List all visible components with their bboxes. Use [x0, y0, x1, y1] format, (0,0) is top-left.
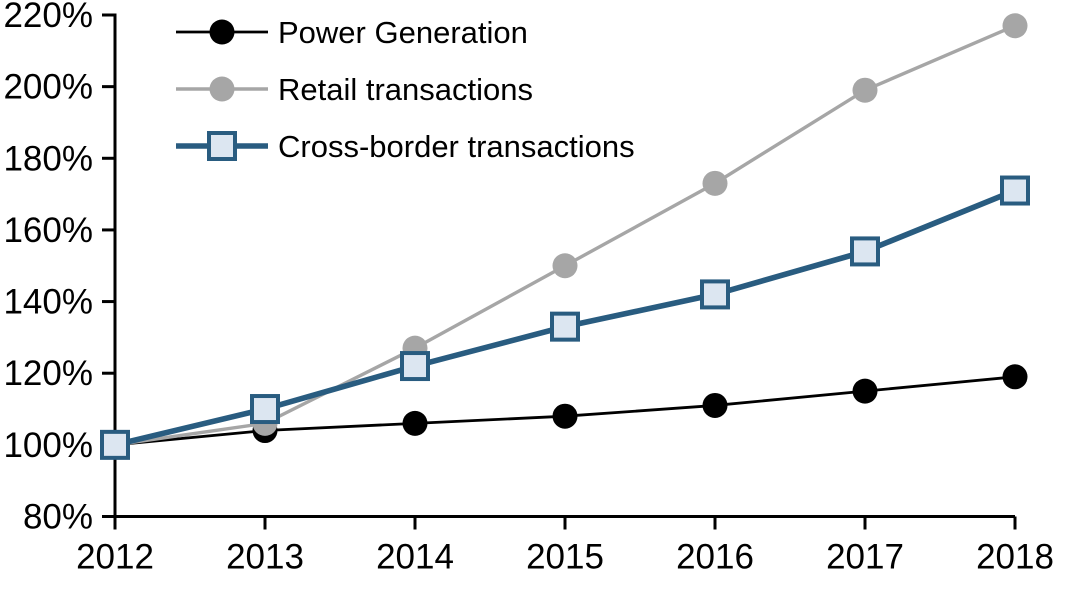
- y-tick-label: 80%: [23, 498, 93, 537]
- data-point-marker: [700, 279, 730, 310]
- legend-label-cross-border-transactions: Cross-border transactions: [278, 129, 635, 164]
- y-axis-ticks: 80% 100% 120% 140% 160% 180% 200% 220%: [3, 0, 115, 537]
- data-point-marker: [1002, 364, 1028, 390]
- y-tick-label: 200%: [3, 68, 93, 107]
- y-tick-label: 180%: [3, 139, 93, 178]
- data-point-marker: [250, 394, 280, 425]
- data-point-marker: [100, 429, 130, 460]
- y-tick-label: 100%: [3, 426, 93, 465]
- retail-transactions-marker-icon: [209, 76, 235, 102]
- x-tick-label: 2018: [976, 538, 1054, 577]
- power-generation-marker-icon: [209, 19, 235, 45]
- x-tick-label: 2015: [526, 538, 604, 577]
- data-point-marker: [1000, 175, 1030, 206]
- data-point-marker: [402, 410, 428, 436]
- legend-label-power-generation: Power Generation: [278, 15, 528, 50]
- y-tick-label: 140%: [3, 283, 93, 322]
- data-point-marker: [550, 311, 580, 342]
- data-point-marker: [852, 77, 878, 103]
- data-point-marker: [702, 170, 728, 196]
- data-point-marker: [702, 392, 728, 418]
- data-point-marker: [552, 403, 578, 429]
- legend-item-retail-transactions: Retail transactions: [176, 72, 533, 107]
- x-tick-label: 2017: [826, 538, 904, 577]
- legend-label-retail-transactions: Retail transactions: [278, 72, 533, 107]
- x-axis-ticks: 2012 2013 2014 2015 2016 2017 2018: [76, 516, 1054, 577]
- data-point-marker: [850, 236, 880, 267]
- y-tick-label: 220%: [3, 0, 93, 35]
- cross-border-transactions-marker-icon: [207, 131, 237, 161]
- x-tick-label: 2012: [76, 538, 154, 577]
- data-series: [100, 13, 1030, 460]
- legend-item-power-generation: Power Generation: [176, 15, 528, 50]
- x-tick-label: 2014: [376, 538, 454, 577]
- y-tick-label: 120%: [3, 354, 93, 393]
- y-tick-label: 160%: [3, 211, 93, 250]
- legend-item-cross-border-transactions: Cross-border transactions: [176, 129, 635, 164]
- legend: Power Generation Retail transactions Cro…: [176, 15, 635, 164]
- data-point-marker: [852, 378, 878, 404]
- data-point-marker: [400, 351, 430, 382]
- data-point-marker: [552, 253, 578, 279]
- x-tick-label: 2016: [676, 538, 754, 577]
- data-point-marker: [1002, 13, 1028, 39]
- x-tick-label: 2013: [226, 538, 304, 577]
